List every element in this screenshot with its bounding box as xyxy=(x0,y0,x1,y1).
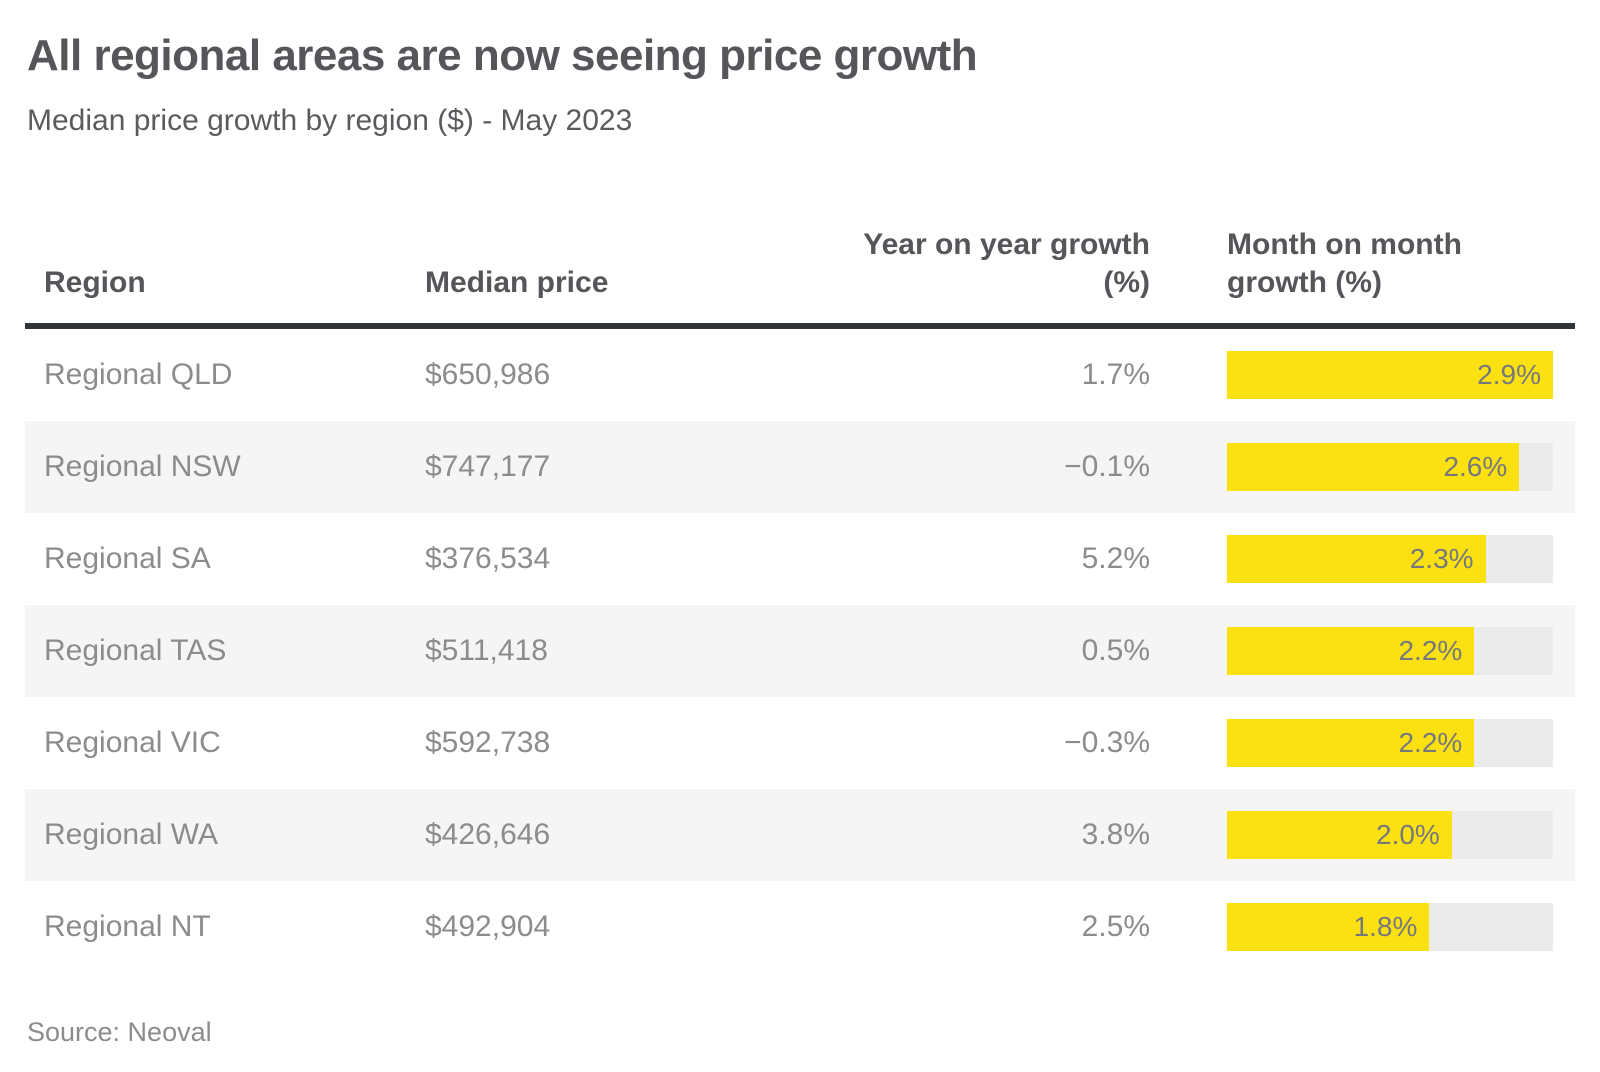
mom-bar-label: 2.6% xyxy=(1443,450,1508,482)
median-price-cell: $511,418 xyxy=(425,633,548,667)
median-price-cell: $747,177 xyxy=(425,449,551,483)
column-header-mom-growth: Month on month growth (%) xyxy=(1227,227,1462,300)
mom-bar-track: 2.2% xyxy=(1227,626,1553,675)
column-header-yoy-growth: Year on year growth (%) xyxy=(863,227,1150,300)
mom-bar-fill: 2.9% xyxy=(1227,350,1553,399)
table-row: Regional NSW $747,177 −0.1% 2.6% xyxy=(25,420,1575,513)
mom-growth-cell: 1.8% xyxy=(1227,902,1553,951)
yoy-growth-cell: 1.7% xyxy=(1081,357,1150,391)
median-price-cell: $492,904 xyxy=(425,909,551,943)
mom-bar-track: 2.6% xyxy=(1227,442,1553,491)
table-row: Regional SA $376,534 5.2% 2.3% xyxy=(25,513,1575,605)
mom-bar-label: 2.2% xyxy=(1398,726,1463,758)
column-header-median-price: Median price xyxy=(425,266,609,300)
region-cell: Regional VIC xyxy=(44,725,221,759)
mom-bar-label: 2.2% xyxy=(1398,634,1463,666)
yoy-growth-cell: −0.1% xyxy=(1064,449,1150,483)
mom-bar-label: 2.3% xyxy=(1409,542,1474,574)
table-row: Regional VIC $592,738 −0.3% 2.2% xyxy=(25,697,1575,789)
mom-bar-fill: 2.6% xyxy=(1227,442,1520,491)
yoy-growth-cell: −0.3% xyxy=(1064,725,1150,759)
table-body: Regional QLD $650,986 1.7% 2.9% Regional… xyxy=(25,329,1575,973)
mom-bar-fill: 2.2% xyxy=(1227,718,1475,767)
mom-bar-track: 2.3% xyxy=(1227,534,1553,583)
source-note: Source: Neoval xyxy=(27,1016,212,1047)
median-price-cell: $426,646 xyxy=(425,817,551,851)
mom-bar-label: 2.0% xyxy=(1376,818,1440,850)
yoy-growth-cell: 2.5% xyxy=(1081,909,1150,943)
mom-growth-cell: 2.2% xyxy=(1227,626,1553,675)
mom-bar-fill: 2.2% xyxy=(1227,626,1475,675)
chart-title: All regional areas are now seeing price … xyxy=(27,31,978,80)
mom-bar-fill: 2.0% xyxy=(1227,810,1452,859)
table-row: Regional QLD $650,986 1.7% 2.9% xyxy=(25,329,1575,421)
median-price-cell: $592,738 xyxy=(425,725,551,759)
yoy-growth-cell: 3.8% xyxy=(1081,817,1150,851)
mom-bar-track: 2.2% xyxy=(1227,718,1553,767)
header-divider xyxy=(25,322,1575,329)
region-cell: Regional NSW xyxy=(44,449,241,483)
region-cell: Regional NT xyxy=(44,909,211,943)
column-header-region: Region xyxy=(44,266,146,300)
yoy-growth-cell: 0.5% xyxy=(1081,633,1150,667)
table-header-row: Region Median price Year on year growth … xyxy=(25,138,1575,323)
table-row: Regional NT $492,904 2.5% 1.8% xyxy=(25,881,1575,973)
table-row: Regional TAS $511,418 0.5% 2.2% xyxy=(25,604,1575,697)
mom-growth-cell: 2.0% xyxy=(1227,810,1553,859)
table-row: Regional WA $426,646 3.8% 2.0% xyxy=(25,788,1575,881)
chart-subtitle: Median price growth by region ($) - May … xyxy=(27,103,633,137)
yoy-growth-cell: 5.2% xyxy=(1081,541,1150,575)
mom-bar-track: 1.8% xyxy=(1227,902,1553,951)
mom-bar-track: 2.9% xyxy=(1227,350,1553,399)
region-cell: Regional TAS xyxy=(44,633,227,667)
median-price-cell: $376,534 xyxy=(425,541,551,575)
region-cell: Regional QLD xyxy=(44,357,233,391)
mom-growth-cell: 2.2% xyxy=(1227,718,1553,767)
median-price-cell: $650,986 xyxy=(425,357,551,391)
mom-bar-fill: 2.3% xyxy=(1227,534,1486,583)
mom-bar-track: 2.0% xyxy=(1227,810,1553,859)
mom-growth-cell: 2.3% xyxy=(1227,534,1553,583)
region-cell: Regional SA xyxy=(44,541,211,575)
region-cell: Regional WA xyxy=(44,817,218,851)
mom-bar-label: 1.8% xyxy=(1353,910,1418,942)
mom-bar-fill: 1.8% xyxy=(1227,902,1430,951)
mom-growth-cell: 2.9% xyxy=(1227,350,1553,399)
mom-growth-cell: 2.6% xyxy=(1227,442,1553,491)
mom-bar-label: 2.9% xyxy=(1477,358,1541,390)
